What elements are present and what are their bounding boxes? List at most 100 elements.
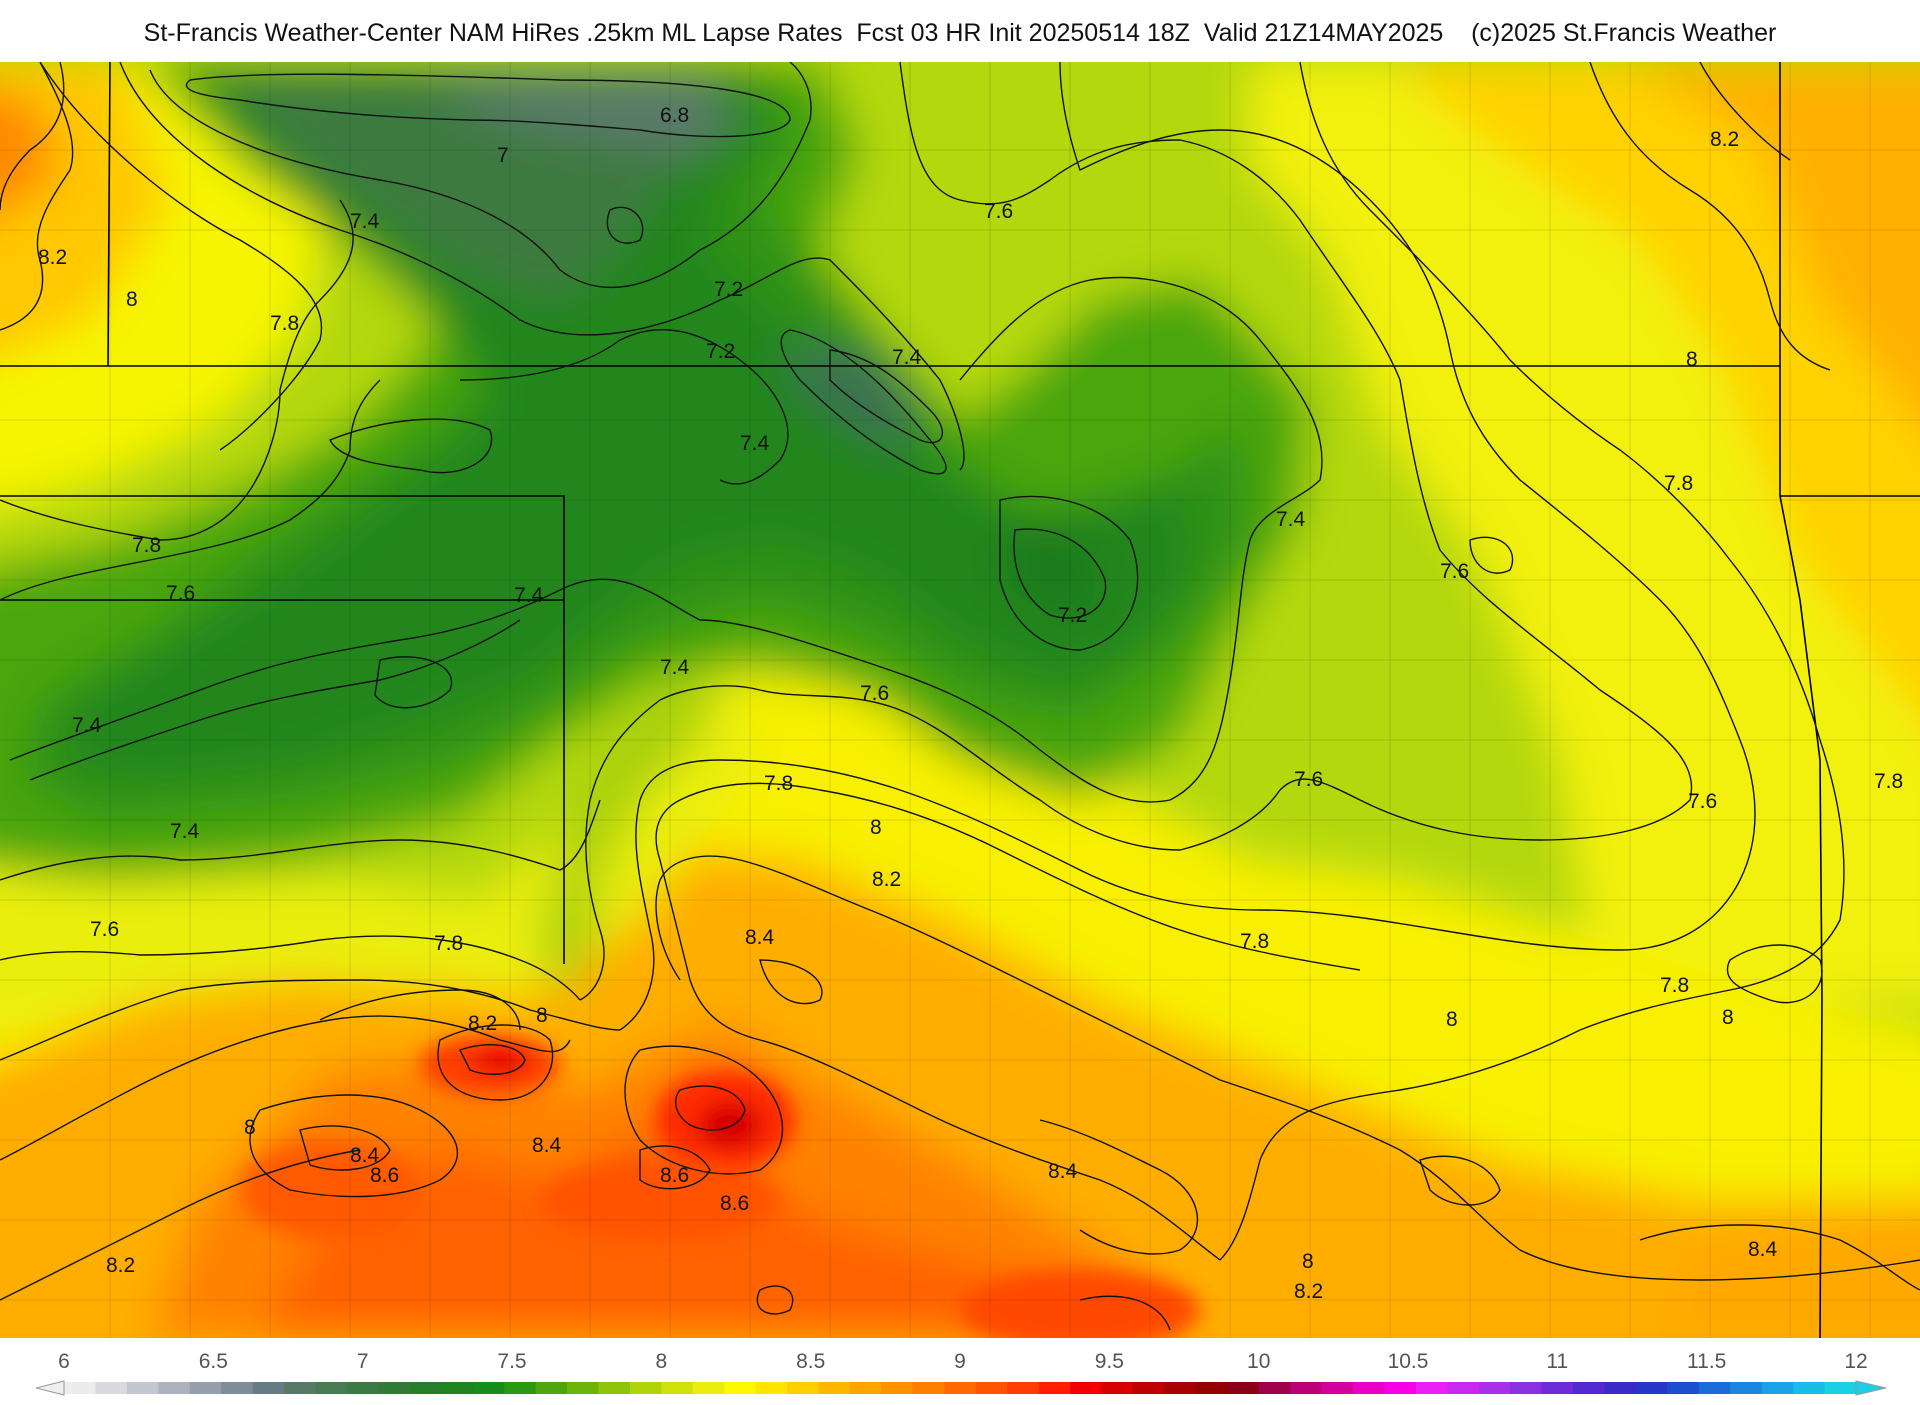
colorbar-swatch bbox=[1667, 1382, 1700, 1394]
colorbar-swatch bbox=[95, 1382, 128, 1394]
colorbar-right-arrow bbox=[1855, 1380, 1887, 1396]
colorbar-swatch bbox=[1478, 1382, 1511, 1394]
contour-label: 7.8 bbox=[132, 534, 161, 557]
colorbar-swatch bbox=[64, 1382, 97, 1394]
colorbar-swatch bbox=[158, 1382, 191, 1394]
colorbar-swatch bbox=[1101, 1382, 1134, 1394]
contour-label: 7.4 bbox=[350, 210, 380, 233]
contour-label: 8.4 bbox=[745, 926, 775, 949]
county-lines bbox=[0, 62, 1920, 1338]
contour-label: 7.4 bbox=[170, 820, 200, 843]
contour-label: 8 bbox=[1446, 1008, 1458, 1031]
contour-label: 7.6 bbox=[984, 200, 1013, 223]
contour-label: 8.6 bbox=[720, 1192, 749, 1215]
colorbar-swatch bbox=[1195, 1382, 1228, 1394]
contour-label: 8.4 bbox=[350, 1144, 380, 1167]
colorbar-swatch bbox=[1447, 1382, 1480, 1394]
colorbar-swatch bbox=[126, 1382, 159, 1394]
colorbar-swatch bbox=[1604, 1382, 1637, 1394]
colorbar-swatch bbox=[472, 1382, 505, 1394]
colorbar-swatch bbox=[1352, 1382, 1386, 1394]
colorbar-tick-labels: 6 6.5 7 7.5 8 8.5 9 9.5 10 10.5 11 11.5 12 bbox=[58, 1350, 1868, 1373]
contour-label: 7.4 bbox=[1276, 508, 1306, 531]
contour-label: 7.2 bbox=[714, 278, 743, 301]
colorbar-swatch bbox=[975, 1382, 1008, 1394]
contour-label: 7.2 bbox=[706, 340, 735, 363]
colorbar-swatch bbox=[724, 1382, 757, 1394]
colorbar-swatch bbox=[1415, 1382, 1448, 1394]
contour-label: 8 bbox=[536, 1004, 548, 1027]
colorbar-swatch bbox=[221, 1382, 254, 1394]
colorbar-swatch bbox=[252, 1382, 285, 1394]
colorbar-tick-label: 10.5 bbox=[1388, 1350, 1429, 1373]
colorbar-tick-label: 9.5 bbox=[1095, 1350, 1124, 1373]
colorbar-swatch bbox=[1761, 1382, 1794, 1394]
colorbar-swatch bbox=[315, 1382, 348, 1394]
contour-label: 8 bbox=[126, 288, 138, 311]
colorbar-swatch bbox=[1541, 1382, 1574, 1394]
colorbar-tick-label: 8 bbox=[655, 1350, 667, 1373]
color-scale-legend: 6 6.5 7 7.5 8 8.5 9 9.5 10 10.5 11 11.5 12 bbox=[0, 1338, 1920, 1400]
contour-label: 7.2 bbox=[1058, 604, 1087, 627]
colorbar-tick-label: 8.5 bbox=[796, 1350, 825, 1373]
colorbar-swatch bbox=[881, 1382, 914, 1394]
contour-label: 8.4 bbox=[1748, 1238, 1778, 1261]
colorbar-swatch bbox=[1510, 1382, 1543, 1394]
colorbar-swatch bbox=[535, 1382, 568, 1394]
contour-label: 8.2 bbox=[1294, 1280, 1323, 1303]
contour-label: 7 bbox=[497, 144, 509, 167]
colorbar-swatch bbox=[441, 1382, 474, 1394]
colorbar-swatch bbox=[1573, 1382, 1606, 1394]
contour-label: 8.2 bbox=[1710, 128, 1739, 151]
contour-label: 8.4 bbox=[532, 1134, 562, 1157]
contour-label: 7.8 bbox=[1660, 974, 1689, 997]
contour-label: 8.2 bbox=[468, 1012, 497, 1035]
contour-label: 7.8 bbox=[1664, 472, 1693, 495]
colorbar-swatch bbox=[1730, 1382, 1763, 1394]
colorbar-swatch bbox=[755, 1382, 788, 1394]
colorbar-swatch bbox=[629, 1382, 662, 1394]
contour-label: 7.4 bbox=[892, 346, 922, 369]
contour-label: 7.8 bbox=[434, 932, 463, 955]
contour-label: 7.8 bbox=[764, 772, 793, 795]
contour-label: 7.4 bbox=[72, 714, 102, 737]
colorbar-swatch bbox=[567, 1382, 600, 1394]
colorbar-swatch bbox=[1321, 1382, 1354, 1394]
colorbar-swatch bbox=[944, 1382, 977, 1394]
state-borders bbox=[0, 62, 1920, 1338]
colorbar-tick-label: 7.5 bbox=[497, 1350, 526, 1373]
contour-label: 8 bbox=[1722, 1006, 1734, 1029]
contour-label: 7.8 bbox=[1240, 930, 1269, 953]
contour-label: 8 bbox=[870, 816, 882, 839]
hot-spots bbox=[240, 1035, 1200, 1338]
contour-label: 7.6 bbox=[1688, 790, 1717, 813]
colorbar-swatch bbox=[849, 1382, 882, 1394]
colorbar-tick-label: 11 bbox=[1546, 1350, 1568, 1373]
contour-label: 8.6 bbox=[370, 1164, 399, 1187]
colorbar-swatch bbox=[1290, 1382, 1323, 1394]
colorbar-tick-label: 10 bbox=[1247, 1350, 1270, 1373]
lapse-rate-map[interactable]: 6.8 7 7.4 8.2 8 7.8 7.2 7.2 7.4 7.6 8.2 … bbox=[0, 62, 1920, 1338]
colorbar-swatch bbox=[189, 1382, 222, 1394]
colorbar-swatches bbox=[64, 1382, 1857, 1394]
contour-label: 7.8 bbox=[1874, 770, 1903, 793]
colorbar-left-arrow bbox=[35, 1380, 65, 1396]
colorbar-swatch bbox=[1793, 1382, 1826, 1394]
colorbar-tick-label: 6.5 bbox=[199, 1350, 228, 1373]
colorbar-swatch bbox=[284, 1382, 317, 1394]
colorbar-swatch bbox=[378, 1382, 411, 1394]
map-title: St-Francis Weather-Center NAM HiRes .25k… bbox=[143, 19, 1777, 47]
colorbar-swatch bbox=[409, 1382, 442, 1394]
colorbar-swatch bbox=[692, 1382, 725, 1394]
contour-label: 8.2 bbox=[38, 246, 67, 269]
contour-label: 7.4 bbox=[660, 656, 690, 679]
colorbar-swatch bbox=[1227, 1382, 1260, 1394]
colorbar-swatch bbox=[1164, 1382, 1197, 1394]
contour-label: 6.8 bbox=[660, 104, 689, 127]
colorbar-swatch bbox=[1132, 1382, 1165, 1394]
contour-label: 8.6 bbox=[660, 1164, 689, 1187]
contour-label: 7.6 bbox=[90, 918, 119, 941]
colorbar-swatch bbox=[504, 1382, 537, 1394]
contour-label: 8 bbox=[1686, 348, 1698, 371]
colorbar-swatch bbox=[1824, 1382, 1857, 1394]
